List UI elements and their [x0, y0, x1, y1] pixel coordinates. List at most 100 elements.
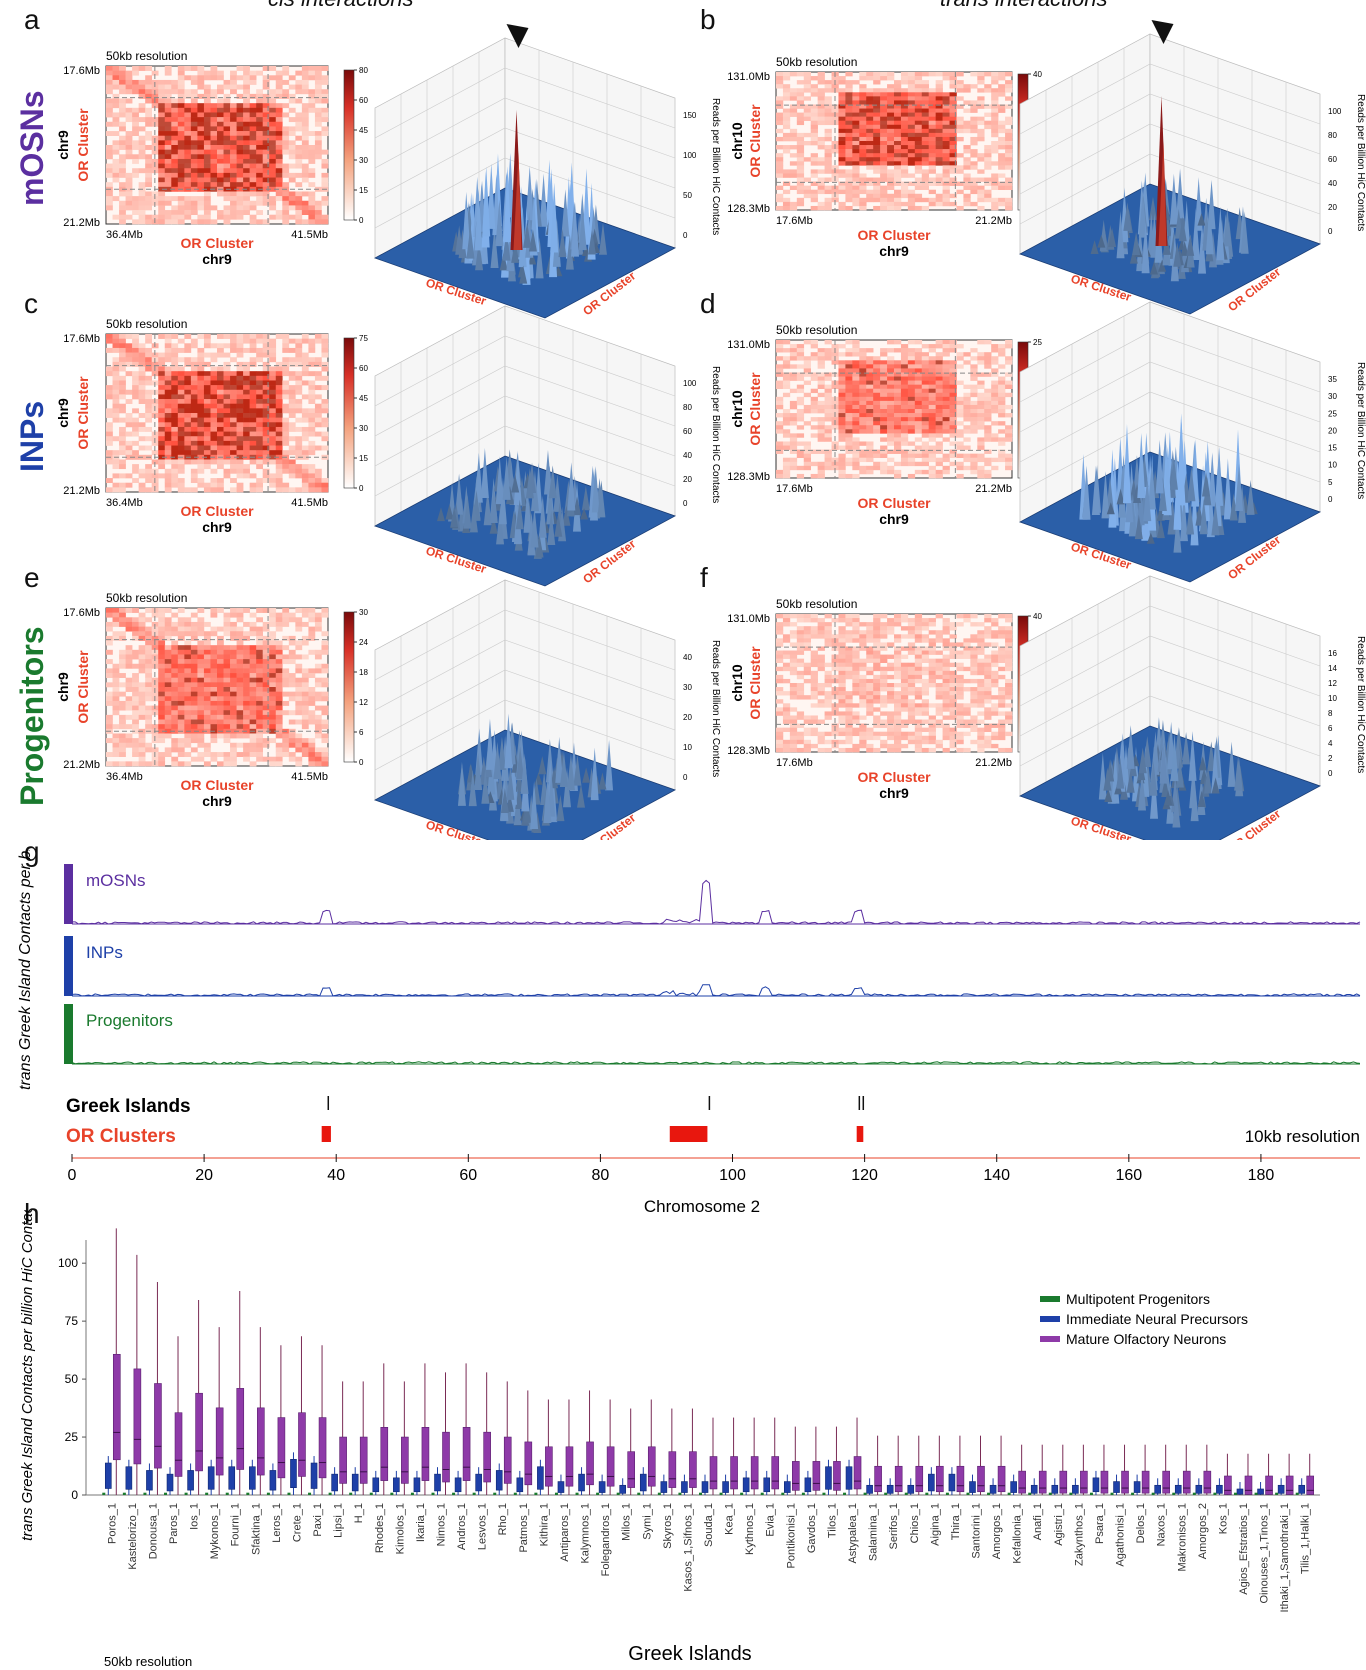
- heatmap-cell: [197, 696, 204, 701]
- heatmap-cell: [873, 145, 880, 149]
- heatmap-cell: [217, 752, 224, 757]
- heatmap-cell: [880, 389, 887, 393]
- heatmap-cell: [256, 191, 263, 196]
- heatmap-cell: [139, 399, 146, 404]
- heatmap-cell: [838, 157, 845, 161]
- heatmap-cell: [276, 692, 283, 697]
- heatmap-cell: [302, 473, 309, 478]
- heatmap-cell: [1005, 121, 1012, 125]
- heatmap-cell: [282, 215, 289, 220]
- heatmap-cell: [282, 464, 289, 469]
- heatmap-cell: [1005, 88, 1012, 92]
- heatmap-cell: [197, 617, 204, 622]
- heatmap-cell: [852, 109, 859, 113]
- heatmap-cell: [804, 368, 811, 372]
- heatmap-cell: [126, 145, 133, 150]
- heatmap-cell: [119, 673, 126, 678]
- heatmap-cell: [139, 380, 146, 385]
- heatmap-cell: [308, 154, 315, 159]
- heatmap-cell: [991, 186, 998, 190]
- heatmap-cell: [178, 112, 185, 117]
- heatmap-cell: [197, 469, 204, 474]
- heatmap-cell: [302, 112, 309, 117]
- heatmap-cell: [852, 385, 859, 389]
- z-tick-label: 50: [683, 191, 692, 200]
- heatmap-cell: [873, 178, 880, 182]
- heatmap-cell: [139, 715, 146, 720]
- heatmap-cell: [210, 380, 217, 385]
- heatmap-cell: [804, 466, 811, 470]
- heatmap-cell: [852, 364, 859, 368]
- heatmap-cell: [845, 474, 852, 478]
- heatmap-cell: [197, 71, 204, 76]
- heatmap-cell: [991, 397, 998, 401]
- heatmap-cell: [894, 88, 901, 92]
- heatmap-cell: [894, 417, 901, 421]
- heatmap-cell: [998, 84, 1005, 88]
- heatmap-cell: [224, 710, 231, 715]
- heatmap-cell: [901, 417, 908, 421]
- heatmap-cell: [243, 159, 250, 164]
- heatmap-cell: [956, 413, 963, 417]
- heatmap-cell: [887, 169, 894, 173]
- heatmap-cell: [308, 432, 315, 437]
- heatmap-cell: [838, 100, 845, 104]
- heatmap-cell: [171, 145, 178, 150]
- heatmap-cell: [139, 422, 146, 427]
- heatmap-cell: [204, 164, 211, 169]
- heatmap-cell: [210, 459, 217, 464]
- heatmap-cell: [243, 441, 250, 446]
- heatmap-cell: [963, 437, 970, 441]
- heatmap-cell: [922, 145, 929, 149]
- heatmap-cell: [191, 357, 198, 362]
- heatmap-cell: [845, 198, 852, 202]
- heatmap-cell: [929, 385, 936, 389]
- heatmap-cell: [191, 399, 198, 404]
- heatmap-cell: [956, 462, 963, 466]
- heatmap-cell: [204, 205, 211, 210]
- heatmap-cell: [230, 339, 237, 344]
- z-tick-label: 25: [1328, 409, 1337, 418]
- heatmap-cell: [929, 401, 936, 405]
- heatmap-cell: [158, 659, 165, 664]
- heatmap-cell: [139, 761, 146, 766]
- heatmap-cell: [171, 664, 178, 669]
- heatmap-cell: [237, 66, 244, 71]
- heatmap-cell: [113, 687, 120, 692]
- heatmap-cell: [126, 357, 133, 362]
- heatmap-cell: [783, 474, 790, 478]
- heatmap-cell: [811, 173, 818, 177]
- heatmap-cell: [237, 664, 244, 669]
- heatmap-cell: [302, 478, 309, 483]
- heatmap-cell: [838, 169, 845, 173]
- heatmap-cell: [126, 617, 133, 622]
- heatmap-cell: [908, 72, 915, 76]
- heatmap-cell: [197, 418, 204, 423]
- heatmap-cell: [230, 701, 237, 706]
- heatmap-cell: [302, 747, 309, 752]
- heatmap-cell: [217, 399, 224, 404]
- heatmap-cell: [197, 413, 204, 418]
- heatmap-cell: [230, 715, 237, 720]
- heatmap-cell: [908, 458, 915, 462]
- heatmap-cell: [308, 99, 315, 104]
- heatmap-cell: [126, 678, 133, 683]
- heatmap-cell: [302, 413, 309, 418]
- trans-top-coord: 131.0Mb: [727, 339, 770, 351]
- heatmap-cell: [915, 413, 922, 417]
- heatmap-cell: [269, 357, 276, 362]
- heatmap-cell: [230, 201, 237, 206]
- heatmap-cell: [908, 340, 915, 344]
- heatmap-cell: [113, 117, 120, 122]
- heatmap-cell: [783, 72, 790, 76]
- heatmap-cell: [894, 474, 901, 478]
- heatmap-cell: [838, 125, 845, 129]
- heatmap-cell: [915, 377, 922, 381]
- heatmap-cell: [132, 205, 139, 210]
- heatmap-cell: [922, 178, 929, 182]
- heatmap-cell: [224, 720, 231, 725]
- heatmap-cell: [230, 706, 237, 711]
- heatmap-cell: [191, 117, 198, 122]
- heatmap-cell: [998, 364, 1005, 368]
- heatmap-cell: [113, 706, 120, 711]
